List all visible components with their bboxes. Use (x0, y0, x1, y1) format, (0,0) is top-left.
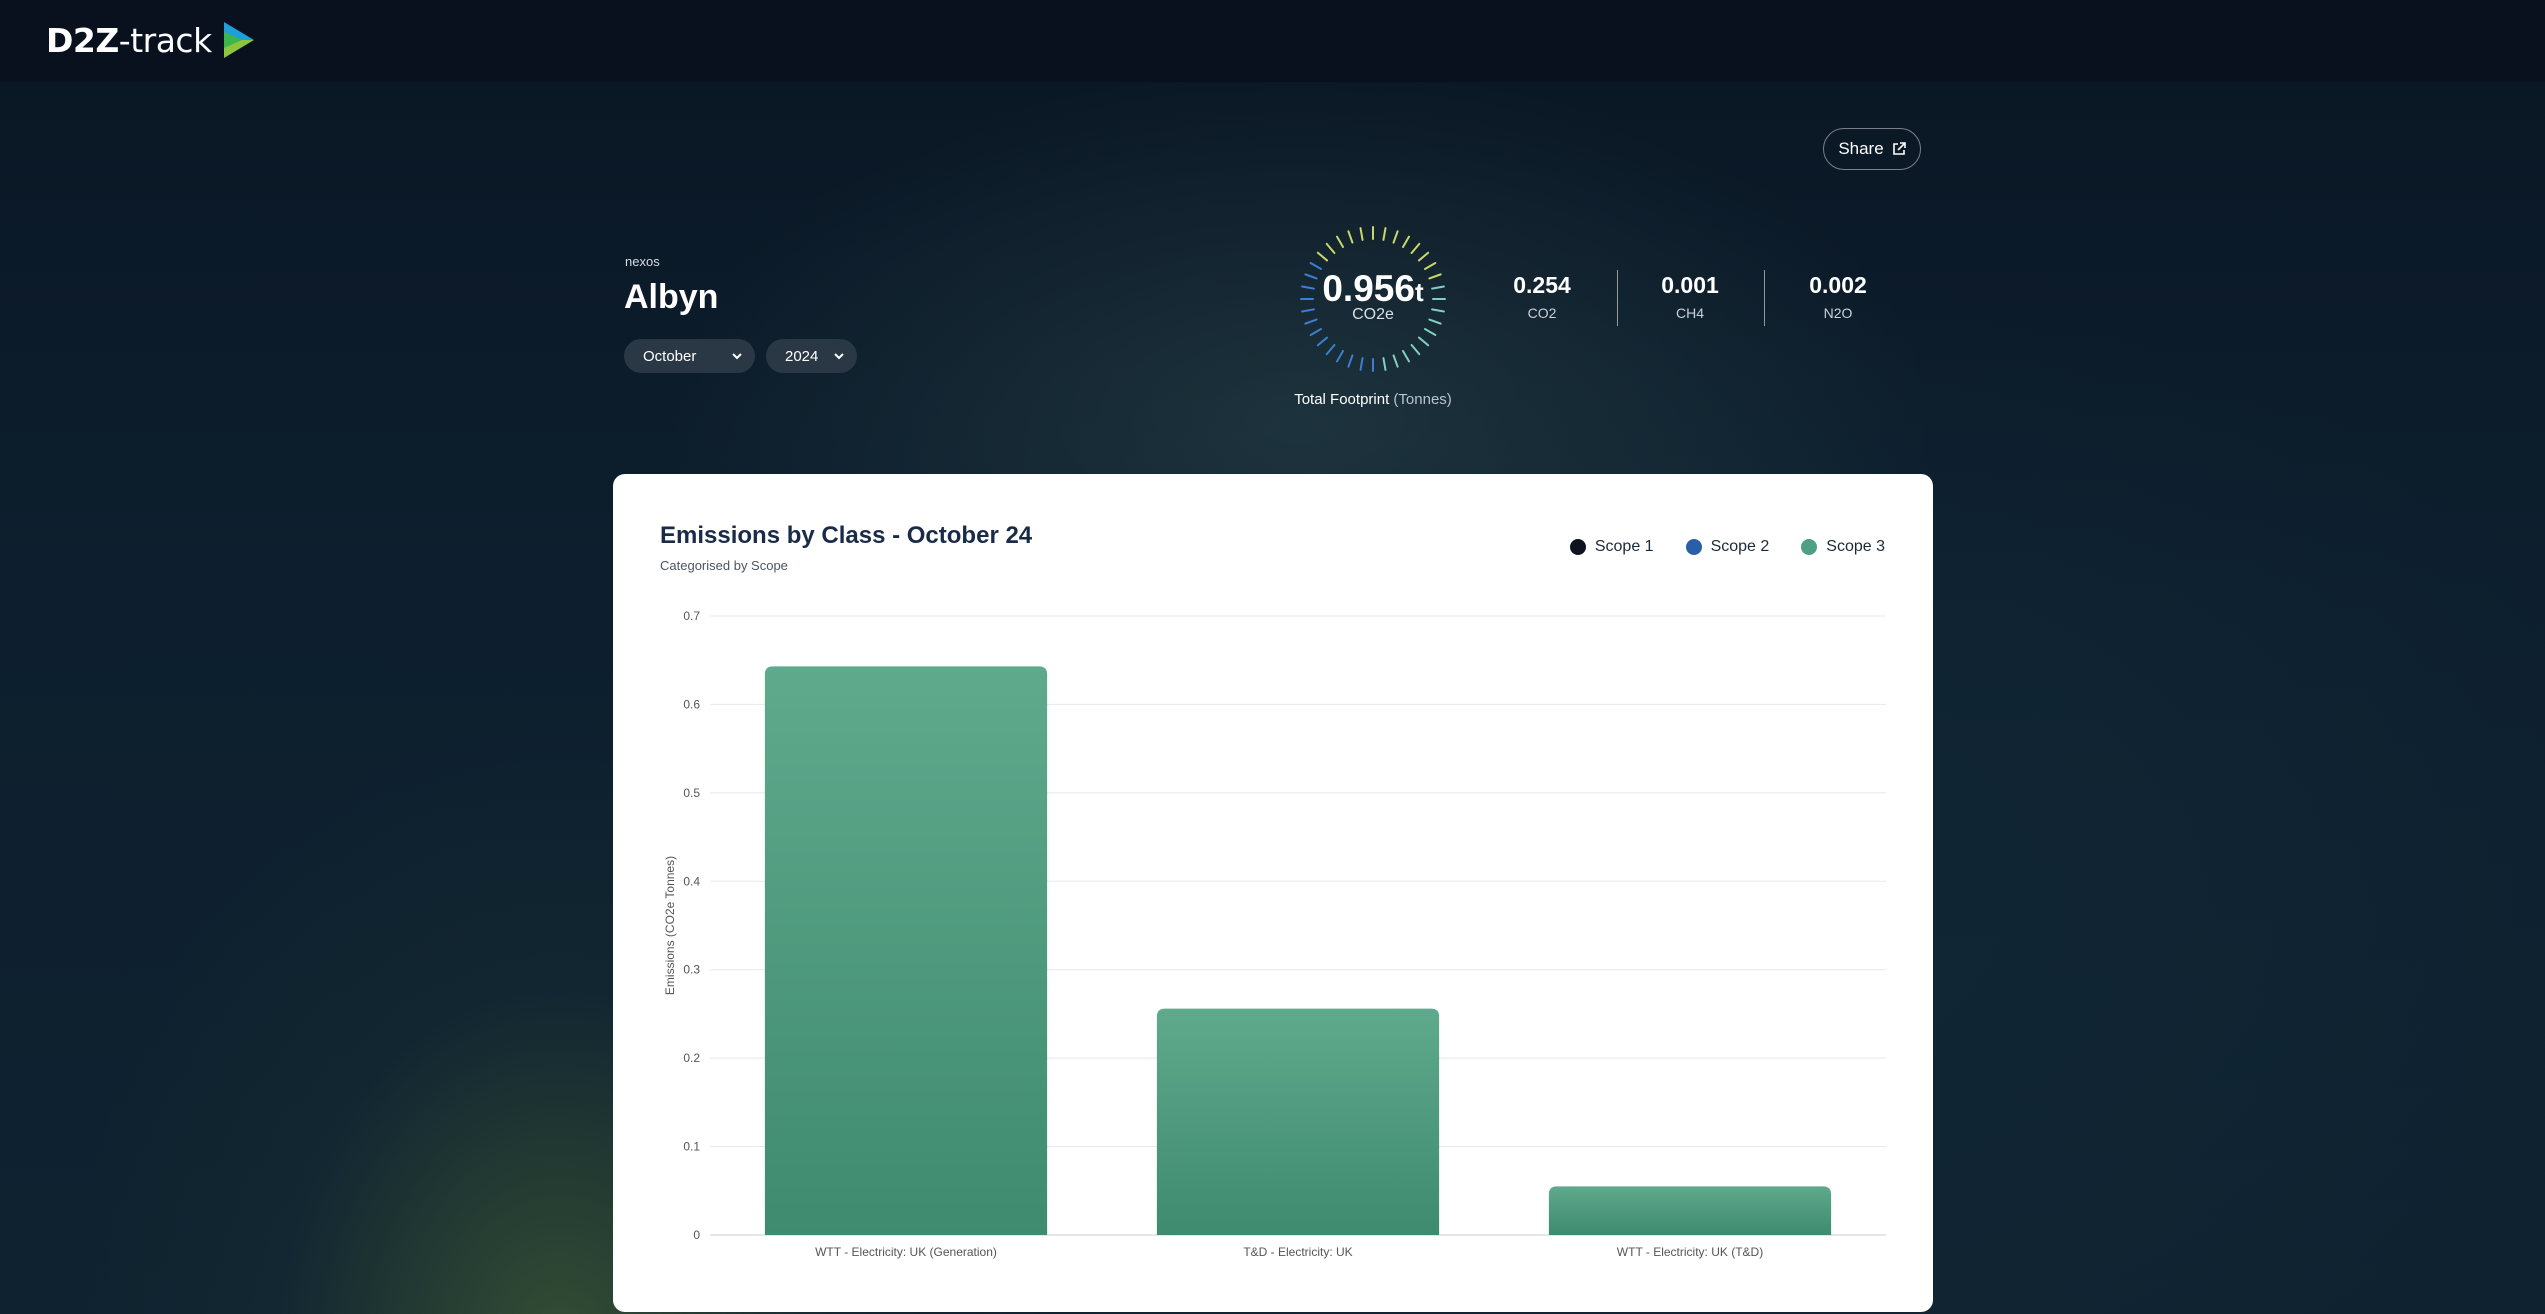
emissions-bar-chart: 0 0.1 0.2 0.3 0.4 0.5 0.6 0.7 Emissions (CO2e To… (663, 609, 1886, 1259)
footprint-gauge (1300, 226, 1446, 372)
footprint-value: 0.956t (1322, 268, 1424, 309)
chevron-down-icon (732, 353, 742, 360)
y-tick-label: 0.6 (683, 697, 700, 711)
gauge-tick (1309, 328, 1323, 336)
gauge-tick (1417, 336, 1430, 347)
legend-label: Scope 3 (1826, 538, 1885, 555)
gauge-tick (1382, 227, 1387, 241)
gauge-tick (1316, 336, 1329, 347)
gauge-tick (1304, 273, 1318, 280)
x-tick-label: WTT - Electricity: UK (Generation) (815, 1245, 997, 1259)
gauge-tick (1336, 235, 1344, 249)
gauge-tick (1431, 308, 1445, 313)
gauge-tick (1325, 343, 1336, 356)
gas-label: N2O (1823, 305, 1853, 321)
gauge-tick (1347, 354, 1354, 368)
gauge-tick (1347, 230, 1354, 244)
top-navbar: D2Z-track (0, 0, 2545, 82)
chart-subtitle: Categorised by Scope (660, 558, 788, 573)
site-title: Albyn (624, 278, 719, 316)
external-link-icon (1892, 142, 1906, 155)
gauge-tick (1423, 328, 1437, 336)
y-tick-label: 0.1 (683, 1140, 700, 1154)
gas-ch4: 0.001 CH4 (1635, 272, 1745, 321)
gauge-tick (1428, 318, 1442, 325)
y-tick-label: 0.7 (683, 609, 700, 623)
chart-legend: Scope 1 Scope 2 Scope 3 (1569, 538, 1885, 556)
bar (764, 666, 1048, 1235)
x-tick-label: T&D - Electricity: UK (1243, 1245, 1352, 1259)
gauge-tick (1304, 318, 1318, 325)
gas-label: CO2 (1527, 305, 1557, 321)
y-tick-label: 0.2 (683, 1051, 700, 1065)
gas-value: 0.254 (1513, 272, 1571, 298)
share-button[interactable]: Share (1823, 128, 1921, 170)
gauge-tick (1392, 230, 1399, 244)
y-tick-label: 0 (693, 1228, 700, 1242)
gas-value: 0.002 (1809, 272, 1867, 298)
gauge-tick (1359, 357, 1364, 371)
gauge-tick (1392, 354, 1399, 368)
legend-label: Scope 2 (1710, 538, 1770, 555)
gauge-tick (1410, 242, 1421, 255)
gauge-tick (1336, 349, 1344, 363)
logo-arrow-icon (223, 22, 254, 58)
gas-value: 0.001 (1661, 272, 1719, 298)
gauge-tick (1316, 251, 1329, 262)
emissions-chart-card: 0 0.1 0.2 0.3 0.4 0.5 0.6 0.7 Emissions (CO2e To… (613, 474, 1933, 1312)
y-tick-label: 0.3 (683, 963, 700, 977)
gas-n2o: 0.002 N2O (1783, 272, 1893, 321)
gauge-tick (1382, 357, 1387, 371)
gas-co2: 0.254 CO2 (1487, 272, 1597, 321)
chevron-down-icon (834, 353, 844, 360)
year-select[interactable]: 2024 (766, 339, 857, 373)
scope-2-swatch (1685, 539, 1702, 555)
divider (1764, 270, 1765, 326)
gauge-tick (1431, 285, 1445, 290)
gauge-tick (1325, 242, 1336, 255)
gauge-tick (1301, 285, 1315, 290)
y-tick-label: 0.5 (683, 786, 700, 800)
organisation-name: nexos (625, 254, 660, 269)
gauge-tick (1359, 227, 1364, 241)
chart-title: Emissions by Class - October 24 (660, 522, 1033, 549)
gauge-tick (1309, 262, 1323, 270)
logo-text: D2Z-track (46, 20, 212, 60)
gauge-tick (1402, 235, 1410, 249)
gauge-tick (1410, 343, 1421, 356)
bar (1548, 1186, 1832, 1235)
legend-scope-1[interactable]: Scope 1 (1569, 538, 1654, 556)
month-select-value: October (643, 347, 697, 365)
gauge-tick (1402, 349, 1410, 363)
divider (1617, 270, 1618, 326)
bar (1156, 1008, 1440, 1235)
total-footprint-label: Total Footprint (Tonnes) (1294, 391, 1452, 408)
footprint-unit: CO2e (1352, 306, 1394, 323)
month-select[interactable]: October (624, 339, 755, 373)
scope-1-swatch (1569, 539, 1586, 555)
gauge-tick (1417, 251, 1430, 262)
app-logo[interactable]: D2Z-track (46, 18, 256, 62)
legend-scope-3[interactable]: Scope 3 (1801, 538, 1885, 556)
share-label: Share (1838, 139, 1884, 158)
x-tick-label: WTT - Electricity: UK (T&D) (1617, 1245, 1763, 1259)
scope-3-swatch (1801, 539, 1818, 555)
y-tick-label: 0.4 (683, 874, 700, 888)
y-axis-label: Emissions (CO2e Tonnes) (663, 856, 677, 995)
legend-scope-2[interactable]: Scope 2 (1685, 538, 1770, 556)
gauge-tick (1423, 262, 1437, 270)
gauge-tick (1428, 273, 1442, 280)
legend-label: Scope 1 (1594, 538, 1654, 555)
gauge-tick (1301, 308, 1315, 313)
year-select-value: 2024 (785, 347, 819, 365)
gas-label: CH4 (1675, 305, 1704, 321)
